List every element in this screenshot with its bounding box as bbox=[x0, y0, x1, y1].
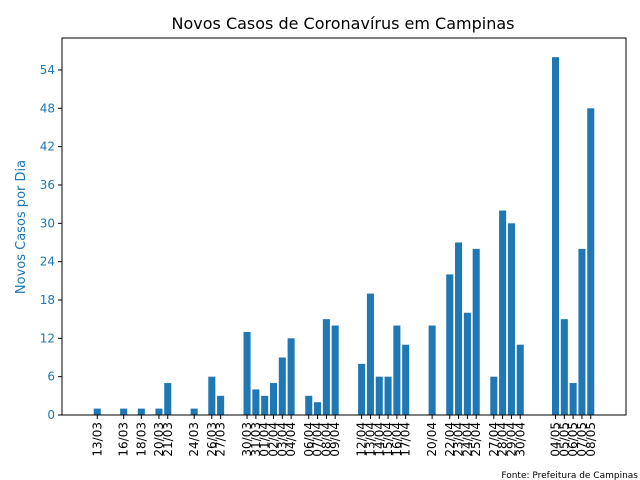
x-tick-label: 31/03 bbox=[249, 422, 263, 457]
x-tick-label: 08/04 bbox=[319, 422, 333, 457]
y-tick-label: 6 bbox=[47, 370, 55, 384]
bar-21-03 bbox=[164, 383, 172, 415]
bar-24-03 bbox=[190, 408, 198, 415]
x-tick-label: 12/04 bbox=[355, 422, 369, 457]
bar-31-03 bbox=[252, 389, 260, 415]
y-tick-label: 36 bbox=[40, 178, 55, 192]
bar-27-04 bbox=[490, 376, 498, 415]
bar-12-04 bbox=[358, 363, 366, 415]
x-tick-label: 23/04 bbox=[452, 422, 466, 457]
y-tick-label: 24 bbox=[40, 255, 55, 269]
source-note: Fonte: Prefeitura de Campinas bbox=[501, 471, 638, 480]
x-tick-label: 21/03 bbox=[161, 422, 175, 457]
y-axis: 0 6 12 18 24 30 36 42 48 54 bbox=[40, 63, 62, 422]
x-tick-label: 07/04 bbox=[311, 422, 325, 457]
y-tick-label: 30 bbox=[40, 216, 55, 230]
bar-28-04 bbox=[499, 210, 507, 415]
x-tick-label: 14/04 bbox=[372, 422, 386, 457]
x-tick-label: 09/04 bbox=[328, 422, 342, 457]
bar-27-03 bbox=[217, 395, 225, 415]
bars-group bbox=[93, 57, 595, 416]
bar-08-05 bbox=[587, 108, 595, 415]
y-tick-label: 0 bbox=[47, 408, 55, 422]
x-tick-label: 29/04 bbox=[504, 422, 518, 457]
y-axis-label: Novos Casos por Dia bbox=[14, 160, 29, 294]
x-tick-label: 03/04 bbox=[275, 422, 289, 457]
bar-07-05 bbox=[578, 248, 586, 415]
bar-16-04 bbox=[393, 325, 401, 415]
bar-01-04 bbox=[261, 395, 269, 415]
bar-22-04 bbox=[446, 274, 454, 415]
x-tick-label: 27/03 bbox=[214, 422, 228, 457]
bar-02-04 bbox=[269, 383, 278, 415]
bar-07-04 bbox=[314, 402, 322, 415]
bar-15-04 bbox=[384, 376, 392, 415]
bar-16-03 bbox=[120, 408, 128, 415]
bar-13-04 bbox=[366, 293, 374, 415]
x-tick-label: 04/04 bbox=[284, 422, 298, 457]
y-tick-label: 12 bbox=[40, 331, 55, 345]
y-tick-label: 54 bbox=[40, 63, 55, 77]
x-tick-label: 30/03 bbox=[240, 422, 254, 457]
bar-06-04 bbox=[305, 395, 313, 415]
chart-title: Novos Casos de Coronavírus em Campinas bbox=[172, 14, 515, 33]
x-tick-label: 17/04 bbox=[399, 422, 413, 457]
y-tick-label: 42 bbox=[40, 140, 55, 154]
x-tick-label: 06/04 bbox=[302, 422, 316, 457]
x-tick-label: 27/04 bbox=[487, 422, 501, 457]
bar-26-03 bbox=[208, 376, 216, 415]
bar-05-05 bbox=[560, 319, 568, 415]
x-tick-label: 20/03 bbox=[152, 422, 166, 457]
x-tick-label: 05/05 bbox=[557, 422, 571, 457]
bar-14-04 bbox=[375, 376, 383, 415]
x-tick-label: 07/05 bbox=[575, 422, 589, 457]
x-tick-label: 04/05 bbox=[549, 422, 563, 457]
bar-23-04 bbox=[455, 242, 463, 415]
bar-24-04 bbox=[463, 312, 471, 415]
bar-30-04 bbox=[516, 344, 524, 415]
plot-frame bbox=[61, 37, 627, 416]
bar-06-05 bbox=[569, 383, 577, 415]
x-tick-label: 30/04 bbox=[513, 422, 527, 457]
x-tick-label: 28/04 bbox=[496, 422, 510, 457]
bar-29-04 bbox=[507, 223, 515, 415]
x-tick-label: 08/05 bbox=[584, 422, 598, 457]
bar-04-05 bbox=[551, 57, 560, 416]
x-tick-label: 16/04 bbox=[390, 422, 404, 457]
bar-09-04 bbox=[331, 325, 339, 415]
x-tick-label: 02/04 bbox=[267, 422, 281, 457]
bar-20-03 bbox=[155, 408, 163, 415]
x-tick-label: 26/03 bbox=[205, 422, 219, 457]
y-tick-label: 48 bbox=[40, 101, 55, 115]
x-tick-label: 06/05 bbox=[566, 422, 580, 457]
x-tick-label: 18/03 bbox=[134, 422, 148, 457]
bar-30-03 bbox=[243, 331, 251, 415]
bar-13-03 bbox=[93, 408, 101, 415]
x-tick-label: 20/04 bbox=[425, 422, 439, 457]
x-tick-label: 22/04 bbox=[443, 422, 457, 457]
bar-04-04 bbox=[287, 338, 295, 415]
x-tick-label: 25/04 bbox=[469, 422, 483, 457]
bar-25-04 bbox=[472, 248, 480, 415]
x-tick-label: 15/04 bbox=[381, 422, 395, 457]
y-tick-label: 18 bbox=[40, 293, 55, 307]
x-tick-label: 16/03 bbox=[117, 422, 131, 457]
x-tick-label: 24/03 bbox=[187, 422, 201, 457]
x-tick-label: 24/04 bbox=[460, 422, 474, 457]
bar-03-04 bbox=[278, 357, 286, 415]
x-tick-label: 13/04 bbox=[363, 422, 377, 457]
bar-18-03 bbox=[137, 408, 145, 415]
bar-08-04 bbox=[322, 319, 330, 415]
x-tick-label: 01/04 bbox=[258, 422, 272, 457]
x-tick-label: 13/03 bbox=[90, 422, 104, 457]
bar-20-04 bbox=[428, 325, 436, 415]
bar-17-04 bbox=[402, 344, 410, 415]
